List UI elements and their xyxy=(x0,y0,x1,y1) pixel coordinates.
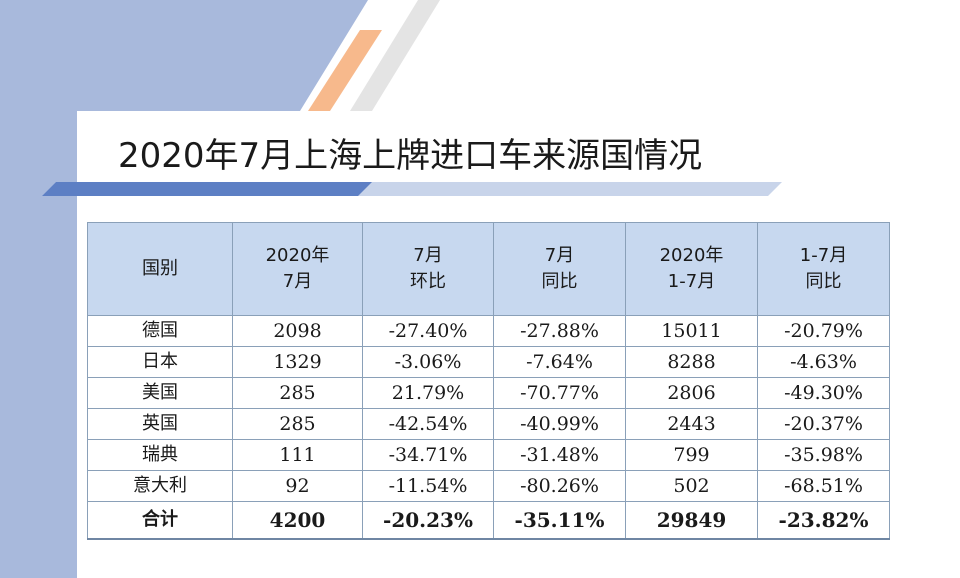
gray-accent-stripe xyxy=(350,0,440,111)
cell-total-value: -20.23% xyxy=(362,501,494,540)
cell-value: -68.51% xyxy=(757,470,890,502)
cell-value: -70.77% xyxy=(493,377,626,409)
header-country: 国别 xyxy=(87,222,233,316)
cell-value: -3.06% xyxy=(362,346,494,378)
cell-value: -42.54% xyxy=(362,408,494,440)
cell-value: 15011 xyxy=(625,315,758,347)
cell-value: -4.63% xyxy=(757,346,890,378)
cell-value: -40.99% xyxy=(493,408,626,440)
cell-value: 285 xyxy=(232,408,363,440)
cell-country: 美国 xyxy=(87,377,233,409)
header-jul-mom: 7月 环比 xyxy=(362,222,494,316)
blue-background-band xyxy=(0,0,368,578)
orange-accent-stripe xyxy=(308,30,382,111)
cell-total-value: 29849 xyxy=(625,501,758,540)
cell-value: 285 xyxy=(232,377,363,409)
cell-value: 799 xyxy=(625,439,758,471)
cell-value: -20.37% xyxy=(757,408,890,440)
cell-country: 日本 xyxy=(87,346,233,378)
cell-value: -27.88% xyxy=(493,315,626,347)
table-row: 英国 285 -42.54% -40.99% 2443 -20.37% xyxy=(87,408,890,440)
header-jul-yoy: 7月 同比 xyxy=(493,222,626,316)
cell-country: 瑞典 xyxy=(87,439,233,471)
cell-country: 德国 xyxy=(87,315,233,347)
cell-country: 英国 xyxy=(87,408,233,440)
cell-value: 2443 xyxy=(625,408,758,440)
table-row: 德国 2098 -27.40% -27.88% 15011 -20.79% xyxy=(87,315,890,347)
cell-value: -20.79% xyxy=(757,315,890,347)
table-row: 瑞典 111 -34.71% -31.48% 799 -35.98% xyxy=(87,439,890,471)
cell-value: -27.40% xyxy=(362,315,494,347)
table-header-row: 国别 2020年 7月 7月 环比 7月 同比 2020年 1-7月 1-7月 同比 xyxy=(87,222,890,316)
cell-value: -7.64% xyxy=(493,346,626,378)
title-underline-bar xyxy=(42,182,782,196)
header-2020-jan-jul: 2020年 1-7月 xyxy=(625,222,758,316)
cell-value: 1329 xyxy=(232,346,363,378)
cell-value: 2098 xyxy=(232,315,363,347)
cell-value: 111 xyxy=(232,439,363,471)
header-2020-jul: 2020年 7月 xyxy=(232,222,363,316)
table-row: 日本 1329 -3.06% -7.64% 8288 -4.63% xyxy=(87,346,890,378)
cell-total-label: 合计 xyxy=(87,501,233,540)
cell-value: -11.54% xyxy=(362,470,494,502)
cell-value: 2806 xyxy=(625,377,758,409)
cell-total-value: -35.11% xyxy=(493,501,626,540)
table-row: 意大利 92 -11.54% -80.26% 502 -68.51% xyxy=(87,470,890,502)
cell-value: -80.26% xyxy=(493,470,626,502)
page-title: 2020年7月上海上牌进口车来源国情况 xyxy=(118,136,703,176)
cell-total-value: 4200 xyxy=(232,501,363,540)
cell-value: 21.79% xyxy=(362,377,494,409)
cell-total-value: -23.82% xyxy=(757,501,890,540)
cell-value: -34.71% xyxy=(362,439,494,471)
table-total-row: 合计 4200 -20.23% -35.11% 29849 -23.82% xyxy=(87,501,890,540)
cell-value: 92 xyxy=(232,470,363,502)
cell-country: 意大利 xyxy=(87,470,233,502)
cell-value: -49.30% xyxy=(757,377,890,409)
import-source-table: 国别 2020年 7月 7月 环比 7月 同比 2020年 1-7月 1-7月 同比 德国… xyxy=(87,222,890,540)
cell-value: 8288 xyxy=(625,346,758,378)
header-jan-jul-yoy: 1-7月 同比 xyxy=(757,222,890,316)
table-row: 美国 285 21.79% -70.77% 2806 -49.30% xyxy=(87,377,890,409)
cell-value: -31.48% xyxy=(493,439,626,471)
cell-value: -35.98% xyxy=(757,439,890,471)
cell-value: 502 xyxy=(625,470,758,502)
